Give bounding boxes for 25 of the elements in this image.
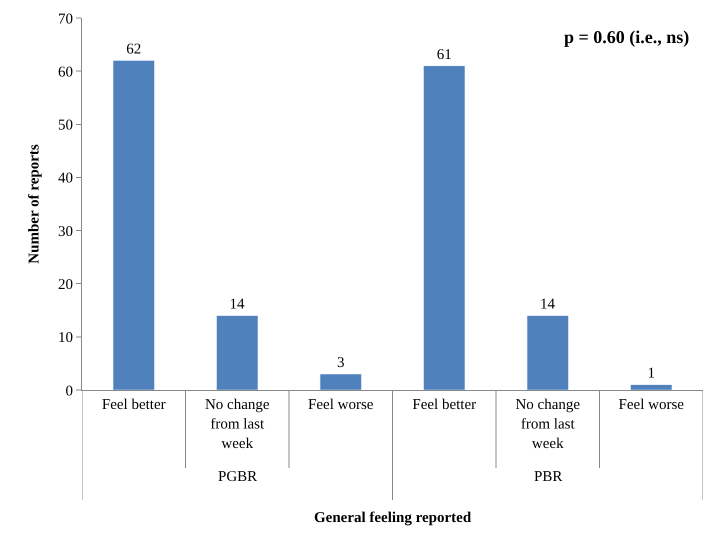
x-tick-label: Feel worse xyxy=(308,397,374,413)
data-label: 1 xyxy=(648,366,655,382)
annotation: p = 0.60 (i.e., ns) xyxy=(564,27,690,47)
data-label: 3 xyxy=(337,355,344,372)
y-tick-label: 50 xyxy=(58,118,73,134)
y-tick-label: 70 xyxy=(58,11,73,28)
x-tick-label: Feel worse xyxy=(618,397,684,413)
y-tick-label: 40 xyxy=(58,170,73,187)
data-label: 14 xyxy=(540,296,556,313)
x-tick-label: No change from last week xyxy=(204,397,270,452)
text: PGBR xyxy=(218,469,258,485)
data-label: 14 xyxy=(230,296,245,313)
x-axis-title: General feeling reported xyxy=(314,510,472,526)
y-tick-label: 10 xyxy=(58,330,73,346)
y-tick-label: 30 xyxy=(58,224,73,240)
y-tick-label: 20 xyxy=(58,276,73,293)
data-label: 61 xyxy=(436,46,452,63)
y-tick-label: 0 xyxy=(66,383,73,400)
x-tick-label: No change from last week xyxy=(515,397,580,452)
y-tick-label: 60 xyxy=(58,64,73,80)
x-tick-label: Feel better xyxy=(102,397,166,413)
x-tick-label: Feel better xyxy=(412,397,476,413)
data-label: 62 xyxy=(126,42,142,58)
text: PBR xyxy=(534,469,562,485)
y-axis-title: Number of reports xyxy=(26,144,42,264)
